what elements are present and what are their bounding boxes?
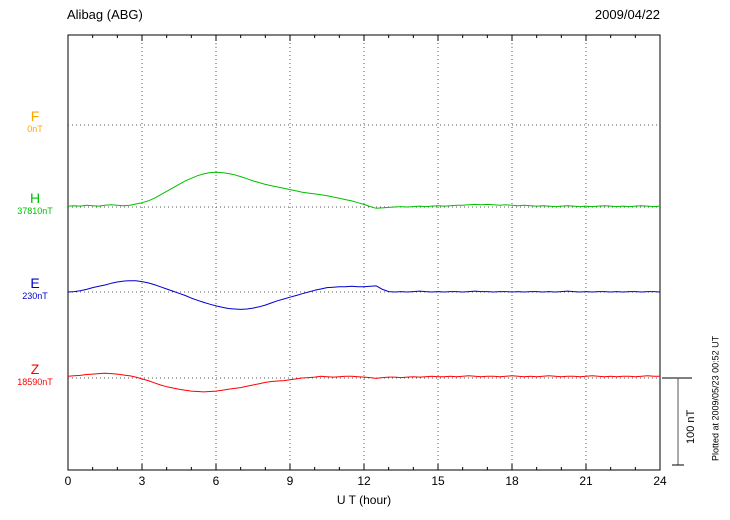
x-tick-label: 0 [64,474,72,488]
x-tick-label: 6 [212,474,220,488]
station-title: Alibag (ABG) [67,7,143,22]
series-baseline-value: 37810nT [17,206,53,217]
x-tick-label: 12 [357,474,371,488]
series-label-F: F 0nT [6,108,64,134]
series-letter: F [30,108,40,124]
plotted-at-note: Plotted at 2009/05/23 00:52 UT [710,335,721,461]
series-letter: Z [30,361,40,377]
x-tick-label: 15 [431,474,445,488]
date-label: 2009/04/22 [594,7,660,22]
x-tick-label: 24 [653,474,667,488]
x-tick-label: 21 [579,474,593,488]
x-tick-label: 18 [505,474,519,488]
scale-bar-label: 100 nT [685,409,697,445]
series-label-H: H 37810nT [6,190,64,216]
x-tick-label: 9 [286,474,294,488]
series-label-E: E 230nT [6,275,64,301]
x-axis-title: U T (hour) [336,493,392,507]
series-letter: E [30,275,40,291]
series-letter: H [29,190,41,206]
x-tick-label: 3 [138,474,146,488]
series-label-Z: Z 18590nT [6,361,64,387]
series-baseline-value: 0nT [27,124,43,135]
series-baseline-value: 18590nT [17,377,53,388]
series-baseline-value: 230nT [22,291,48,302]
